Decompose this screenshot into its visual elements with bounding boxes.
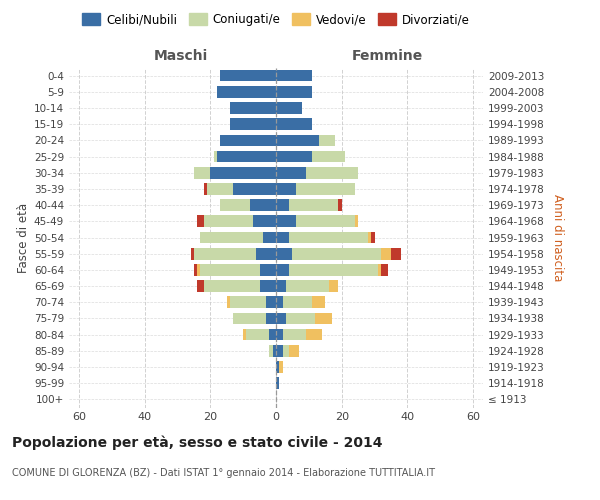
Bar [256, 248, 276, 260]
Bar [263, 232, 276, 243]
Bar [286, 312, 316, 324]
Text: Femmine: Femmine [352, 48, 424, 62]
Bar [210, 167, 276, 178]
Bar [230, 118, 276, 130]
Bar [276, 280, 286, 292]
Bar [260, 280, 276, 292]
Bar [283, 345, 289, 356]
Bar [312, 150, 345, 162]
Bar [273, 345, 276, 356]
Y-axis label: Fasce di età: Fasce di età [17, 202, 30, 272]
Bar [276, 134, 319, 146]
Bar [279, 361, 283, 373]
Bar [220, 70, 276, 82]
Bar [381, 248, 391, 260]
Bar [233, 183, 276, 195]
Bar [204, 183, 207, 195]
Bar [355, 216, 358, 227]
Bar [200, 232, 263, 243]
Bar [381, 264, 388, 276]
Bar [276, 216, 296, 227]
Y-axis label: Anni di nascita: Anni di nascita [551, 194, 564, 281]
Bar [194, 248, 256, 260]
Bar [276, 361, 279, 373]
Bar [276, 118, 312, 130]
Bar [194, 264, 197, 276]
Bar [194, 167, 210, 178]
Bar [266, 312, 276, 324]
Bar [338, 200, 342, 211]
Bar [329, 280, 338, 292]
Text: Maschi: Maschi [154, 48, 208, 62]
Bar [276, 345, 283, 356]
Bar [378, 264, 381, 276]
Bar [220, 134, 276, 146]
Bar [217, 86, 276, 98]
Bar [305, 329, 322, 340]
Bar [283, 329, 305, 340]
Bar [296, 216, 355, 227]
Bar [276, 232, 289, 243]
Bar [276, 70, 312, 82]
Bar [289, 345, 299, 356]
Text: Popolazione per età, sesso e stato civile - 2014: Popolazione per età, sesso e stato civil… [12, 435, 383, 450]
Bar [276, 183, 296, 195]
Bar [266, 296, 276, 308]
Bar [200, 264, 260, 276]
Bar [283, 296, 312, 308]
Bar [217, 150, 276, 162]
Bar [289, 264, 378, 276]
Bar [214, 150, 217, 162]
Bar [286, 280, 329, 292]
Bar [276, 312, 286, 324]
Bar [197, 280, 204, 292]
Text: COMUNE DI GLORENZA (BZ) - Dati ISTAT 1° gennaio 2014 - Elaborazione TUTTITALIA.I: COMUNE DI GLORENZA (BZ) - Dati ISTAT 1° … [12, 468, 435, 477]
Bar [207, 183, 233, 195]
Legend: Celibi/Nubili, Coniugati/e, Vedovi/e, Divorziati/e: Celibi/Nubili, Coniugati/e, Vedovi/e, Di… [77, 8, 475, 31]
Bar [197, 216, 204, 227]
Bar [276, 248, 292, 260]
Bar [296, 183, 355, 195]
Bar [233, 312, 266, 324]
Bar [247, 329, 269, 340]
Bar [289, 232, 368, 243]
Bar [191, 248, 194, 260]
Bar [250, 200, 276, 211]
Bar [220, 200, 250, 211]
Bar [227, 296, 230, 308]
Bar [319, 134, 335, 146]
Bar [312, 296, 325, 308]
Bar [197, 264, 200, 276]
Bar [391, 248, 401, 260]
Bar [260, 264, 276, 276]
Bar [204, 280, 260, 292]
Bar [253, 216, 276, 227]
Bar [276, 200, 289, 211]
Bar [371, 232, 374, 243]
Bar [276, 378, 279, 389]
Bar [292, 248, 381, 260]
Bar [316, 312, 332, 324]
Bar [269, 329, 276, 340]
Bar [276, 150, 312, 162]
Bar [368, 232, 371, 243]
Bar [289, 200, 338, 211]
Bar [230, 296, 266, 308]
Bar [269, 345, 273, 356]
Bar [204, 216, 253, 227]
Bar [276, 86, 312, 98]
Bar [276, 264, 289, 276]
Bar [243, 329, 247, 340]
Bar [276, 167, 305, 178]
Bar [276, 329, 283, 340]
Bar [230, 102, 276, 114]
Bar [276, 102, 302, 114]
Bar [276, 296, 283, 308]
Bar [305, 167, 358, 178]
